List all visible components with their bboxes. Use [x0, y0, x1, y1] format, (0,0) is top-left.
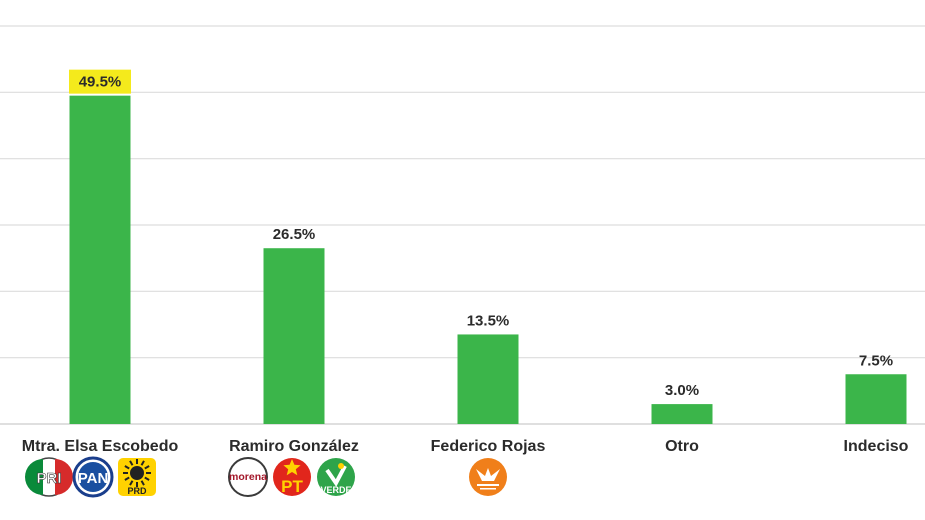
category-label: Ramiro González	[229, 438, 359, 455]
svg-text:PRD: PRD	[127, 486, 147, 496]
svg-text:PAN: PAN	[78, 470, 109, 487]
bars	[69, 95, 907, 425]
bar	[263, 248, 325, 424]
pt-logo: PT	[273, 458, 311, 496]
bar	[457, 334, 519, 424]
svg-text:VERDE: VERDE	[320, 485, 351, 495]
movimiento-ciudadano-logo	[469, 458, 507, 496]
value-highlight	[69, 69, 131, 94]
labels: 49.5% Mtra. Elsa Escobedo 26.5% Ramiro Gonz…	[22, 69, 909, 455]
data-label: 7.5%	[859, 352, 893, 369]
bar	[651, 404, 713, 424]
data-label: 3.0%	[665, 382, 699, 399]
gridlines	[0, 25, 925, 425]
morena-logo: morena	[228, 457, 268, 497]
svg-text:PRI: PRI	[36, 470, 61, 487]
bar	[845, 374, 907, 424]
svg-text:morena: morena	[229, 471, 267, 483]
data-label: 13.5%	[467, 312, 510, 329]
data-label: 49.5%	[79, 74, 122, 91]
prd-logo: PRD	[118, 458, 156, 496]
svg-text:PT: PT	[281, 477, 303, 496]
category-label: Otro	[665, 438, 699, 455]
pri-logo: PRI	[25, 457, 73, 497]
category-label: Indeciso	[844, 438, 909, 455]
pan-logo: PAN	[72, 456, 114, 498]
bar	[69, 95, 131, 425]
category-label: Mtra. Elsa Escobedo	[22, 438, 179, 455]
party-logos: PRI PAN PRD morena PT VERDE	[25, 456, 507, 498]
verde-logo: VERDE	[317, 458, 355, 496]
data-label: 26.5%	[273, 226, 316, 243]
category-label: Federico Rojas	[431, 438, 546, 455]
